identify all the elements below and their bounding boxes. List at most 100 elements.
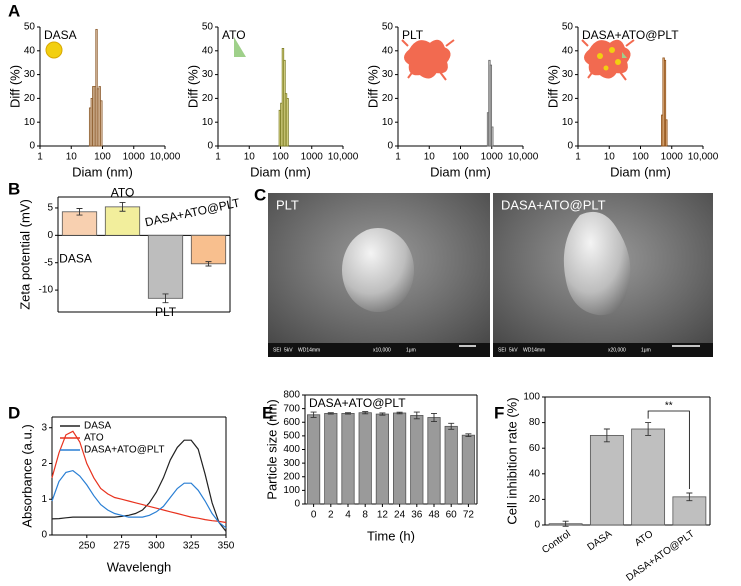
error-bar: [465, 433, 472, 438]
line-series: [51, 469, 227, 529]
y-tick-label: 0: [41, 530, 47, 541]
x-tick-label: 10,000: [688, 152, 719, 163]
bar: [147, 234, 184, 299]
y-tick-label: 80: [529, 417, 541, 428]
x-tick-label: 300: [148, 541, 165, 552]
bar: [589, 434, 624, 526]
bar: [444, 425, 458, 505]
x-tick-label: 1000: [481, 152, 504, 163]
y-tick-label: 0: [294, 499, 300, 510]
x-tick-label: 275: [113, 541, 130, 552]
y-tick-label: 1: [41, 494, 47, 505]
x-tick-label: 100: [94, 152, 111, 163]
dot: [615, 59, 621, 65]
image-caption: WD14mm: [298, 347, 320, 353]
category-label: PLT: [155, 305, 177, 319]
x-tick-label: 10: [66, 152, 78, 163]
image-caption: 1μm: [406, 347, 416, 353]
legend-label: DASA: [84, 421, 112, 432]
y-tick-label: 20: [202, 93, 214, 104]
x-tick-label: 72: [463, 510, 475, 521]
y-tick-label: 30: [562, 69, 574, 80]
y-axis-label: Absorbance (a.u.): [19, 424, 34, 527]
histogram-bar: [665, 119, 668, 147]
image-caption: 5kV: [509, 347, 518, 353]
x-tick-label: DASA+ATO@PLT: [624, 529, 696, 584]
error-bar: [119, 202, 126, 212]
y-tick-label: 2: [41, 458, 47, 469]
x-tick-label: 10,000: [328, 152, 359, 163]
bar: [393, 412, 407, 505]
y-axis-label: Diff (%): [545, 65, 560, 108]
chart-title: DASA+ATO@PLT: [309, 396, 406, 410]
y-tick-label: 0: [29, 141, 35, 152]
image-label: PLT: [276, 197, 299, 212]
error-bar: [562, 520, 569, 527]
bar: [461, 434, 475, 505]
x-tick-label: 10: [244, 152, 256, 163]
x-axis-label: Diam (nm): [610, 164, 671, 179]
image-caption: WD14mm: [523, 347, 545, 353]
histogram-bar: [100, 100, 103, 147]
y-tick-label: 50: [562, 22, 574, 33]
y-tick-label: 30: [202, 69, 214, 80]
error-bar: [686, 492, 693, 502]
x-tick-label: 4: [345, 510, 351, 521]
platelet-shape: [581, 39, 635, 81]
x-tick-label: 10: [604, 152, 616, 163]
x-tick-label: 325: [183, 541, 200, 552]
error-bar: [345, 412, 351, 415]
x-tick-label: 1000: [661, 152, 684, 163]
y-tick-label: 500: [283, 431, 300, 442]
y-tick-label: 0: [534, 520, 540, 531]
x-axis-label: Time (h): [367, 528, 415, 543]
x-tick-label: 1: [37, 152, 43, 163]
y-tick-label: 0: [567, 141, 573, 152]
x-axis-label: Diam (nm): [250, 164, 311, 179]
y-axis-label: Diff (%): [365, 65, 380, 108]
bar: [631, 428, 666, 526]
y-tick-label: -10: [39, 285, 54, 296]
dasa-icon: [45, 41, 63, 59]
sem-caption-bar: [268, 343, 490, 357]
y-tick-label: 20: [24, 93, 36, 104]
y-axis-label: Diff (%): [185, 65, 200, 108]
image-caption: SEI: [273, 347, 281, 353]
x-tick-label: 10,000: [508, 152, 539, 163]
histogram-bar: [489, 64, 493, 147]
y-tick-label: 10: [382, 117, 394, 128]
image-caption: 1μm: [641, 347, 651, 353]
dot: [603, 65, 609, 71]
x-tick-label: 250: [78, 541, 95, 552]
y-tick-label: 5: [47, 203, 53, 214]
bar: [410, 415, 424, 505]
y-axis-label: Zeta potential (mV): [17, 199, 32, 310]
x-tick-label: 1: [215, 152, 221, 163]
dot: [597, 53, 603, 59]
y-tick-label: 0: [387, 141, 393, 152]
x-tick-label: 0: [311, 510, 317, 521]
y-tick-label: -5: [44, 257, 53, 268]
histogram-bar: [491, 126, 494, 147]
bar: [375, 413, 389, 505]
error-bar: [379, 412, 386, 416]
y-tick-label: 100: [283, 485, 300, 496]
y-tick-label: 40: [24, 45, 36, 56]
x-tick-label: 48: [428, 510, 440, 521]
x-tick-label: 8: [362, 510, 368, 521]
histogram-bar: [286, 98, 289, 147]
category-label: DASA+ATO@PLT: [144, 196, 242, 230]
x-tick-label: 24: [394, 510, 406, 521]
y-tick-label: 0: [207, 141, 213, 152]
y-tick-label: 40: [529, 468, 541, 479]
error-bar: [205, 261, 212, 267]
y-tick-label: 20: [529, 494, 541, 505]
dot: [609, 47, 615, 53]
histogram-bar: [663, 59, 667, 147]
y-tick-label: 40: [202, 45, 214, 56]
chart-title: ATO: [222, 28, 246, 42]
x-tick-label: 1: [575, 152, 581, 163]
y-tick-label: 40: [382, 45, 394, 56]
category-label: ATO: [111, 186, 135, 200]
y-tick-label: 40: [562, 45, 574, 56]
